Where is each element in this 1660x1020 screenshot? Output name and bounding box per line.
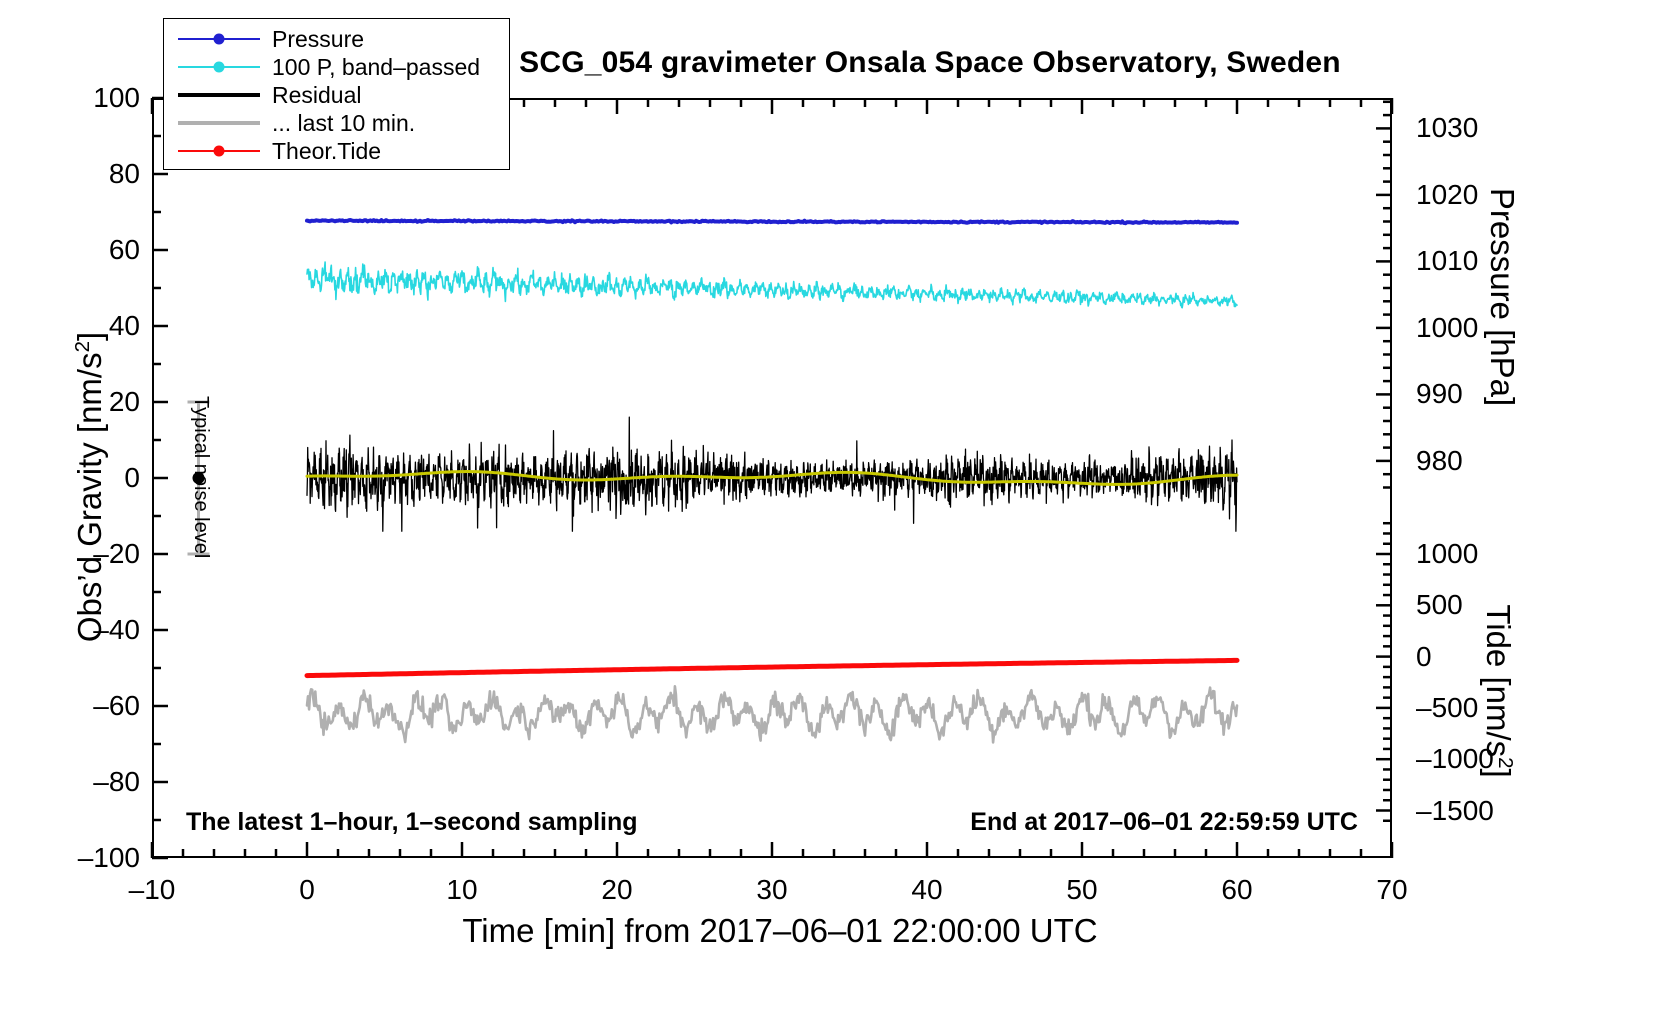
y-tick-pressure: 980	[1416, 444, 1463, 476]
y-tick-left: –80	[93, 766, 140, 797]
legend-swatch-last10min	[178, 113, 260, 133]
legend: Pressure 100 P, band–passed Residual ...…	[163, 18, 510, 170]
y-tick-pressure: 1010	[1416, 245, 1479, 277]
x-tick: 10	[446, 874, 478, 905]
y-tick-left: –100	[77, 842, 140, 873]
y-tick-left: –40	[93, 614, 140, 645]
series-bandpassed	[306, 261, 1238, 309]
legend-label: ... last 10 min.	[272, 109, 416, 136]
x-axis-label: Time [min] from 2017–06–01 22:00:00 UTC	[462, 912, 1098, 949]
y-tick-left: 0	[124, 462, 140, 493]
y-tick-tide: 1000	[1416, 538, 1479, 569]
y-tick-pressure: 1030	[1416, 112, 1479, 144]
y-tick-pressure: 990	[1416, 378, 1463, 410]
legend-item-pressure[interactable]: Pressure	[164, 25, 509, 53]
annotation-sampling: The latest 1–hour, 1–second sampling	[186, 808, 638, 836]
legend-swatch-theortide	[178, 141, 260, 161]
legend-item-residual[interactable]: Residual	[164, 81, 509, 109]
y-tick-left: 20	[108, 386, 140, 417]
y-tick-left: –20	[93, 538, 140, 569]
y-tick-pressure: 1020	[1416, 178, 1479, 210]
y-tick-tide: –500	[1416, 691, 1479, 723]
x-tick: 30	[756, 874, 788, 905]
series-residual-smoothed	[305, 470, 1239, 486]
legend-label: 100 P, band–passed	[272, 53, 481, 80]
noise-level-errorbar	[187, 400, 210, 556]
series-pressure	[305, 218, 1239, 226]
x-tick: 70	[1376, 874, 1408, 905]
x-tick: 50	[1066, 874, 1098, 905]
legend-item-theortide[interactable]: Theor.Tide	[164, 137, 509, 165]
legend-label: Theor.Tide	[272, 137, 382, 164]
y-tick-left: 60	[108, 234, 140, 265]
series-residual	[306, 416, 1238, 532]
x-tick: –10	[128, 874, 176, 905]
y-tick-left: 80	[108, 158, 140, 189]
legend-label: Pressure	[272, 25, 365, 52]
x-tick: 20	[601, 874, 633, 905]
annotation-end-time: End at 2017–06–01 22:59:59 UTC	[970, 808, 1358, 836]
legend-swatch-bandpassed	[178, 57, 260, 77]
series-theor-tide	[304, 657, 1240, 679]
x-tick: 0	[299, 874, 315, 905]
annotation-noise-level: Typical noise level	[190, 396, 212, 559]
y-tick-tide: 500	[1416, 589, 1463, 621]
x-tick: 40	[911, 874, 943, 905]
legend-swatch-pressure	[178, 29, 260, 49]
x-tick: 60	[1221, 874, 1253, 905]
y-tick-tide: –1500	[1416, 794, 1494, 826]
y-tick-left: 40	[108, 310, 140, 341]
y-tick-tide: –1000	[1416, 743, 1494, 775]
legend-item-bandpassed[interactable]: 100 P, band–passed	[164, 53, 509, 81]
y-tick-tide: 0	[1416, 640, 1432, 672]
y-tick-left: –60	[93, 690, 140, 721]
page-title: SCG_054 gravimeter Onsala Space Observat…	[519, 46, 1341, 79]
legend-swatch-residual	[178, 85, 260, 105]
y-tick-pressure: 1000	[1416, 311, 1479, 343]
legend-label: Residual	[272, 81, 362, 108]
y-tick-left: 100	[93, 82, 140, 113]
series-last10min	[305, 684, 1239, 744]
legend-item-last10min[interactable]: ... last 10 min.	[164, 109, 509, 137]
